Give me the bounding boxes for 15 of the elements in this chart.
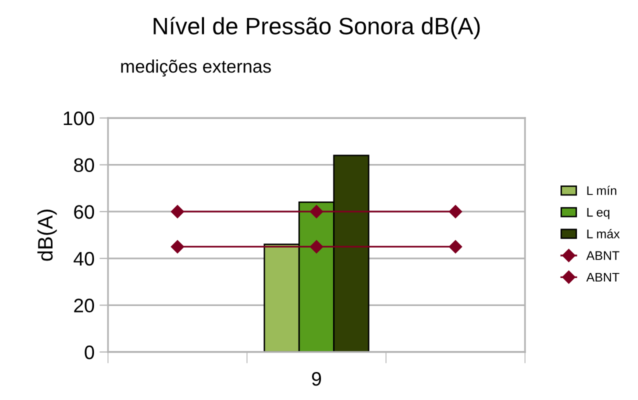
y-tick-label: 0	[84, 345, 94, 360]
y-tick-label: 80	[74, 158, 94, 172]
y-tick-label: 100	[64, 111, 94, 126]
legend-label: ABNT	[586, 272, 620, 282]
legend-label: L eq	[587, 208, 610, 220]
y-tick-label: 20	[74, 298, 94, 312]
y-axis-title: dB(A)	[37, 210, 57, 261]
legend-label: L mín	[587, 186, 616, 195]
legend-label: ABNT	[586, 251, 620, 260]
y-tick-label: 40	[74, 252, 94, 266]
x-tick-label: 9	[312, 372, 321, 386]
y-tick-label: 60	[74, 205, 94, 219]
legend-label: L máx	[587, 229, 620, 238]
chart-title: Nível de Pressão Sonora dB(A)	[154, 16, 480, 40]
chart-subtitle: medições externas	[121, 60, 271, 76]
